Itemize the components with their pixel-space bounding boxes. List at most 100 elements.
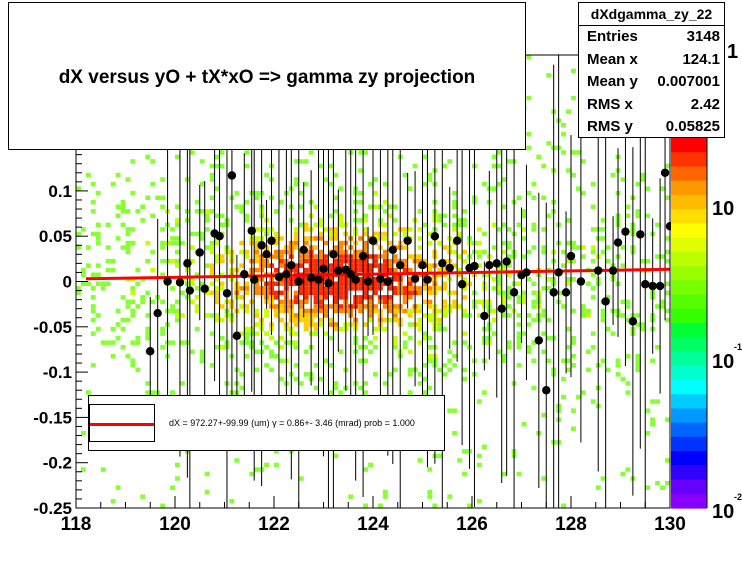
heatmap-cell: [145, 326, 151, 332]
heatmap-cell: [80, 431, 86, 436]
heatmap-cell: [90, 209, 96, 214]
heatmap-cell: [373, 281, 378, 286]
heatmap-cell: [333, 308, 339, 314]
heatmap-cell: [95, 313, 101, 318]
heatmap-cell: [100, 340, 106, 345]
heatmap-cell: [561, 263, 566, 268]
heatmap-cell: [318, 304, 324, 309]
heatmap-cell: [274, 290, 279, 296]
heatmap-cell: [373, 372, 378, 377]
heatmap-cell: [368, 304, 373, 309]
heatmap-cell: [313, 331, 319, 336]
heatmap-cell: [373, 190, 378, 196]
heatmap-cell: [506, 159, 512, 164]
heatmap-cell: [328, 267, 334, 273]
heatmap-cell: [373, 304, 378, 309]
heatmap-cell: [214, 254, 220, 259]
heatmap-cell: [244, 335, 250, 341]
heatmap-cell: [402, 231, 408, 237]
heatmap-cell: [402, 267, 408, 273]
colorbar-segment: [671, 479, 707, 495]
heatmap-cell: [531, 304, 537, 309]
heatmap-cell: [541, 227, 547, 232]
heatmap-cell: [476, 249, 482, 255]
heatmap-cell: [175, 249, 180, 255]
heatmap-cell: [496, 286, 502, 291]
heatmap-cell: [506, 313, 512, 318]
heatmap-cell: [170, 390, 175, 395]
heatmap-cell: [274, 209, 279, 214]
profile-point: [306, 273, 316, 283]
heatmap-cell: [244, 150, 250, 155]
heatmap-cell: [170, 236, 175, 241]
heatmap-cell: [318, 322, 324, 327]
heatmap-cell: [402, 299, 408, 305]
heatmap-cell: [140, 218, 146, 223]
profile-point: [509, 288, 519, 297]
heatmap-cell: [358, 168, 364, 173]
x-tick-label: 124: [357, 514, 389, 535]
heatmap-cell: [175, 222, 180, 228]
heatmap-cell: [491, 186, 497, 191]
stats-label: Mean x: [587, 50, 638, 68]
heatmap-cell: [209, 267, 215, 273]
heatmap-cell: [476, 399, 482, 404]
profile-point: [636, 230, 645, 239]
heatmap-cell: [318, 236, 324, 241]
x-tick-label: 128: [555, 514, 587, 535]
heatmap-cell: [318, 258, 324, 264]
heatmap-cell: [655, 344, 660, 350]
heatmap-cell: [585, 313, 591, 318]
heatmap-cell: [476, 453, 482, 459]
heatmap-cell: [531, 340, 537, 345]
heatmap-cell: [580, 308, 586, 314]
heatmap-cell: [452, 363, 458, 368]
heatmap-cell: [209, 313, 215, 318]
heatmap-cell: [363, 245, 368, 250]
heatmap-cell: [274, 340, 279, 345]
heatmap-cell: [462, 249, 467, 255]
heatmap-cell: [462, 295, 467, 300]
heatmap-cell: [219, 317, 225, 323]
heatmap-cell: [566, 367, 571, 373]
heatmap-cell: [239, 286, 245, 291]
heatmap-cell: [496, 272, 502, 277]
colorbar-tick-label: 10: [712, 198, 734, 220]
heatmap-cell: [561, 123, 566, 128]
heatmap-cell: [452, 340, 458, 345]
heatmap-cell: [338, 186, 344, 191]
heatmap-cell: [447, 494, 453, 499]
heatmap-cell: [368, 254, 373, 259]
profile-point: [195, 248, 204, 257]
heatmap-cell: [298, 286, 304, 291]
heatmap-cell: [368, 462, 373, 468]
heatmap-cell: [125, 245, 131, 250]
heatmap-cell: [333, 322, 339, 327]
heatmap-cell: [645, 431, 651, 436]
heatmap-cell: [442, 326, 448, 332]
heatmap-cell: [373, 231, 378, 237]
heatmap-cell: [363, 240, 368, 246]
heatmap-cell: [338, 281, 344, 286]
heatmap-cell: [120, 209, 126, 214]
heatmap-cell: [437, 317, 443, 323]
heatmap-cell: [254, 236, 260, 241]
heatmap-cell: [338, 258, 344, 264]
heatmap-cell: [496, 181, 502, 187]
profile-point: [470, 261, 479, 271]
heatmap-cell: [135, 340, 141, 345]
heatmap-cell: [640, 326, 646, 332]
heatmap-cell: [338, 286, 344, 291]
heatmap-cell: [120, 204, 126, 209]
colorbar-segment: [671, 394, 707, 409]
heatmap-cell: [170, 308, 175, 314]
heatmap-cell: [115, 335, 121, 341]
heatmap-cell: [239, 385, 245, 391]
heatmap-cell: [382, 222, 388, 228]
heatmap-cell: [140, 295, 146, 300]
heatmap-cell: [640, 322, 646, 327]
profile-point: [522, 268, 531, 277]
profile-point: [655, 281, 665, 291]
heatmap-cell: [90, 272, 96, 277]
heatmap-cell: [516, 281, 522, 286]
